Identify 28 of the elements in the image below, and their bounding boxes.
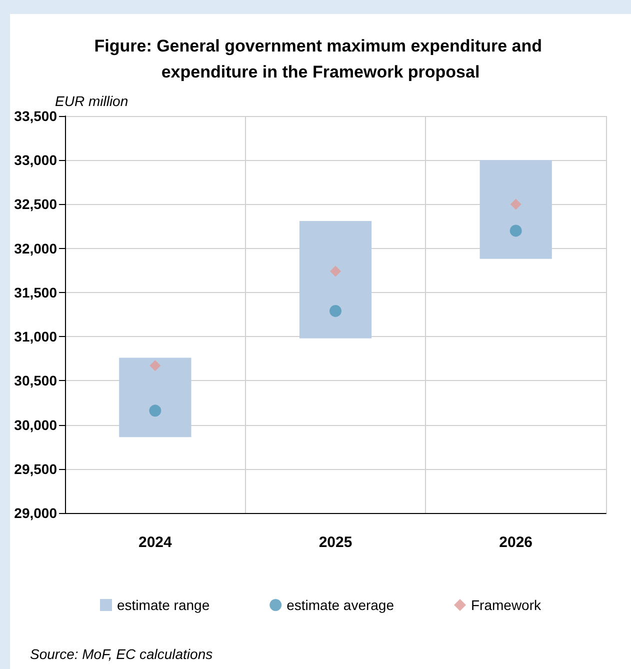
point: [330, 304, 342, 317]
point: [150, 360, 161, 372]
y-tick-label: 33,000: [14, 152, 58, 168]
bar: [299, 220, 372, 338]
y-tick-label: 30,500: [14, 372, 58, 389]
y-tick-label: 33,500: [14, 108, 58, 124]
legend-label: estimate range: [116, 597, 210, 613]
point: [510, 224, 522, 237]
bar: [119, 358, 192, 438]
point: [149, 404, 162, 417]
y-tick-label: 29,000: [14, 505, 58, 521]
y-tick-label: 29,500: [14, 460, 58, 477]
y-tick-label: 30,000: [14, 416, 58, 433]
point: [330, 266, 341, 277]
y-tick-label: 31,000: [14, 328, 58, 345]
y-axis-title: EUR million: [55, 93, 128, 109]
point: [510, 198, 522, 210]
chart-title: Figure: General government maximum expenditure and expenditure in the Framework proposal: [94, 36, 547, 82]
x-tick-label: 2026: [499, 534, 533, 551]
legend-label: estimate average: [286, 597, 394, 613]
x-tick-label: 2024: [138, 534, 173, 551]
y-tick-label: 32,000: [14, 240, 58, 256]
x-tick-label: 2025: [318, 534, 352, 551]
legend-label: Framework: [470, 597, 542, 613]
source-note: Source: MoF, EC calculations: [30, 646, 213, 662]
bar: [480, 160, 552, 259]
y-tick-label: 31,500: [14, 284, 58, 300]
y-tick-label: 32,500: [14, 196, 58, 212]
